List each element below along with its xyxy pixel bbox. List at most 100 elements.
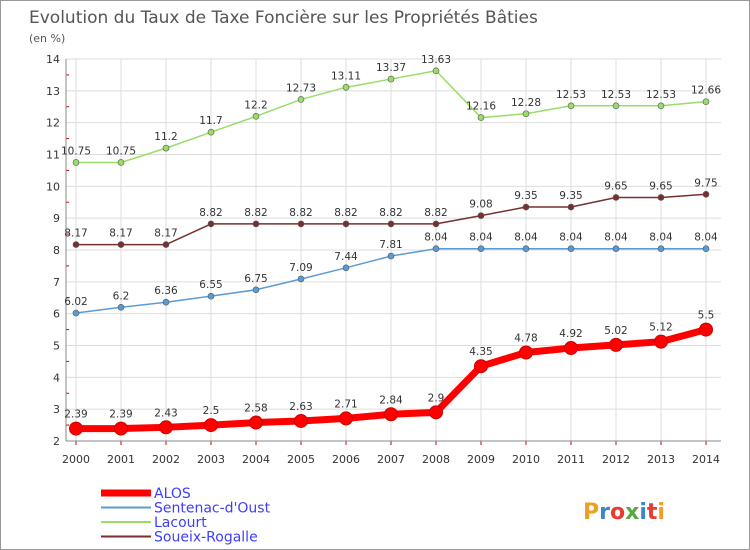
data-label: 6.55: [199, 279, 222, 291]
data-point: [297, 96, 305, 103]
x-tick-label: 2009: [467, 453, 495, 466]
data-point: [162, 241, 170, 248]
data-point: [432, 67, 440, 75]
data-label: 8.04: [694, 232, 718, 244]
y-tick-label: 14: [46, 53, 60, 66]
data-point: [204, 418, 218, 433]
data-label: 9.08: [469, 199, 492, 211]
data-label: 10.75: [106, 145, 136, 157]
y-tick-label: 12: [46, 117, 60, 130]
chart-title: Evolution du Taux de Taxe Foncière sur l…: [29, 8, 538, 28]
data-point: [69, 421, 83, 436]
data-label: 2.84: [379, 394, 403, 406]
data-label: 8.04: [424, 232, 448, 244]
data-label: 2.63: [289, 401, 312, 413]
data-point: [702, 98, 710, 105]
data-label: 5.5: [698, 310, 715, 322]
data-label: 6.36: [154, 285, 178, 297]
data-point: [117, 303, 125, 311]
y-tick-label: 7: [53, 276, 60, 289]
data-label: 9.35: [559, 190, 582, 202]
data-point: [339, 411, 353, 426]
data-label: 5.02: [604, 325, 627, 337]
data-label: 13.63: [421, 54, 451, 66]
data-point: [72, 309, 80, 317]
data-point: [162, 144, 170, 152]
data-label: 2.9: [428, 392, 445, 404]
data-point: [612, 194, 620, 201]
data-label: 7.44: [334, 251, 358, 263]
data-point: [294, 413, 308, 428]
data-label: 8.82: [244, 207, 267, 219]
data-label: 8.04: [559, 232, 583, 244]
data-label: 7.09: [289, 262, 312, 274]
x-tick-label: 2003: [197, 453, 225, 466]
data-point: [522, 203, 530, 211]
data-label: 12.2: [244, 99, 267, 111]
x-tick-label: 2001: [107, 453, 135, 466]
y-tick-label: 11: [46, 149, 60, 162]
data-point: [342, 264, 350, 272]
x-tick-label: 2010: [512, 453, 540, 466]
data-label: 9.65: [604, 180, 627, 192]
legend-label: Lacourt: [154, 515, 207, 531]
data-label: 8.04: [604, 232, 628, 244]
data-point: [342, 84, 350, 91]
data-point: [612, 245, 620, 253]
y-tick-label: 10: [46, 180, 60, 193]
data-label: 5.12: [649, 322, 672, 334]
x-tick-label: 2011: [557, 453, 585, 466]
data-label: 12.28: [511, 97, 541, 109]
x-tick-label: 2005: [287, 453, 315, 466]
data-point: [657, 194, 665, 201]
x-tick-label: 2014: [692, 453, 720, 466]
data-point: [612, 102, 620, 110]
x-tick-label: 2013: [647, 453, 675, 466]
data-label: 12.73: [286, 82, 316, 94]
data-label: 8.04: [649, 232, 673, 244]
x-tick-label: 2000: [62, 453, 90, 466]
data-point: [522, 245, 530, 253]
data-label: 2.71: [334, 398, 357, 410]
data-label: 8.17: [109, 228, 132, 240]
x-tick-label: 2007: [377, 453, 405, 466]
data-label: 12.53: [601, 89, 631, 101]
data-point: [207, 292, 215, 300]
data-label: 2.39: [109, 409, 132, 421]
data-point: [159, 420, 173, 435]
data-point: [654, 334, 668, 349]
y-tick-label: 3: [53, 403, 60, 416]
data-point: [519, 345, 533, 360]
data-label: 12.53: [556, 89, 586, 101]
data-label: 6.75: [244, 273, 267, 285]
data-point: [474, 359, 488, 374]
data-point: [252, 113, 260, 120]
data-label: 13.37: [376, 62, 406, 74]
y-tick-label: 2: [53, 435, 60, 448]
data-point: [297, 220, 305, 228]
legend-label: Sentenac-d'Oust: [154, 501, 271, 517]
data-point: [699, 322, 713, 337]
data-point: [384, 407, 398, 422]
data-point: [477, 114, 485, 121]
data-point: [387, 252, 395, 260]
data-label: 6.2: [113, 290, 130, 302]
data-point: [207, 128, 215, 136]
data-point: [297, 275, 305, 283]
data-point: [522, 110, 530, 118]
data-label: 4.35: [469, 346, 492, 358]
data-label: 4.78: [514, 333, 537, 345]
y-tick-label: 13: [46, 85, 60, 98]
data-point: [567, 102, 575, 110]
legend-label: ALOS: [154, 486, 191, 502]
proxiti-logo: Proxiti: [583, 500, 665, 525]
data-point: [252, 220, 260, 228]
data-label: 8.82: [379, 207, 402, 219]
data-label: 12.16: [466, 101, 496, 113]
data-point: [567, 203, 575, 211]
data-label: 8.82: [334, 207, 357, 219]
data-label: 11.2: [154, 131, 177, 143]
data-label: 8.82: [424, 207, 447, 219]
data-point: [657, 245, 665, 253]
